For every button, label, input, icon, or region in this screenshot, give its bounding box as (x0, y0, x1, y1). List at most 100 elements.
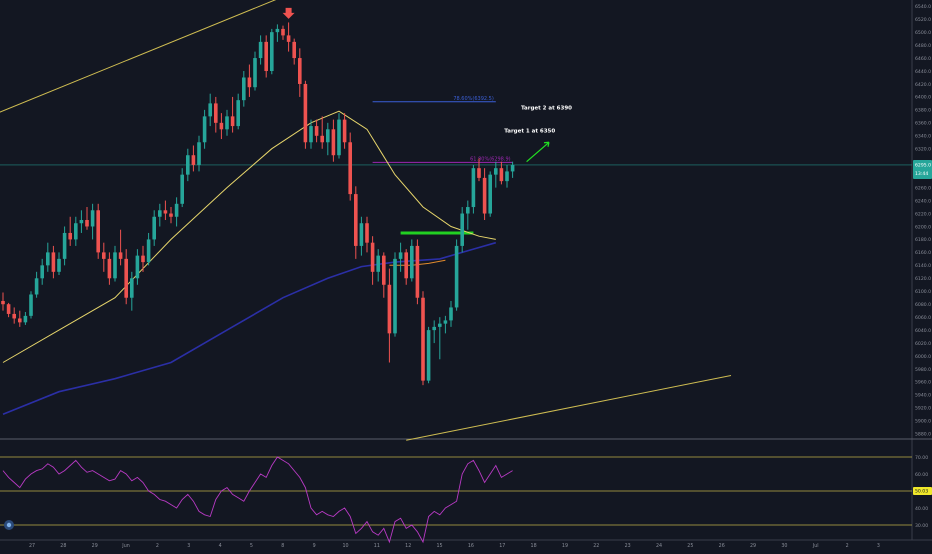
candle-body (331, 129, 336, 156)
candle-body (342, 119, 347, 143)
candle-body (370, 242, 375, 272)
candle-body (477, 168, 481, 178)
candle-body (326, 129, 330, 143)
price-tick-label: 6540.0 (915, 4, 931, 10)
candle-body (298, 58, 302, 84)
time-tick-label: Jun (121, 543, 130, 549)
candle-body (404, 252, 408, 279)
rsi-tick-label: 70.00 (915, 455, 928, 461)
time-tick-label: 2 (156, 543, 159, 549)
price-tick-label: 6200.0 (915, 224, 931, 230)
level-label-2: 61.80%(6298.9) (470, 156, 511, 162)
candle-body (242, 77, 246, 101)
candle-body (118, 252, 123, 259)
candle-body (169, 213, 173, 217)
candle-body (426, 330, 431, 381)
time-tick-label: 27 (29, 543, 35, 549)
sell-arrow-icon (282, 7, 295, 19)
moving-average-line-2 (2, 241, 497, 416)
price-tick-label: 5920.0 (915, 406, 931, 412)
annotation-text-1: Target 2 at 6390 (521, 106, 572, 112)
candle-body (258, 41, 263, 59)
price-tick-label: 6500.0 (915, 30, 931, 36)
price-tick-label: 6180.0 (915, 237, 931, 243)
candle-body (499, 168, 504, 182)
rsi-tick-label: 60.00 (915, 472, 928, 478)
candle-body (236, 100, 240, 127)
price-tick-label: 6320.0 (915, 147, 931, 153)
price-axis-background (912, 0, 932, 550)
candle-body (219, 122, 224, 130)
candle-body (23, 315, 28, 323)
price-tick-label: 6220.0 (915, 211, 931, 217)
candle-body (135, 255, 140, 279)
candle-body (225, 116, 229, 130)
candle-body (152, 216, 156, 240)
candle-body (309, 126, 313, 143)
time-tick-label: 29 (92, 543, 98, 549)
target-arrow-icon (526, 141, 550, 163)
time-tick-label: 23 (625, 543, 631, 549)
price-tick-label: 6420.0 (915, 82, 931, 88)
price-tick-label: 5980.0 (915, 367, 931, 373)
time-tick-label: 2 (846, 543, 849, 549)
candle-body (230, 116, 235, 127)
candle-body (191, 155, 196, 165)
candle-body (292, 41, 296, 59)
candle-body (466, 207, 470, 214)
candle-body (130, 278, 134, 298)
candle-body (18, 318, 22, 323)
annotation-text-2: Target 1 at 6350 (504, 128, 555, 134)
candle-body (202, 116, 207, 143)
candle-body (376, 255, 380, 272)
candle-body (365, 223, 369, 243)
candle-body (57, 258, 61, 272)
price-tick-label: 6360.0 (915, 121, 931, 127)
candle-body (96, 210, 100, 253)
candle-body (303, 83, 308, 143)
price-tick-label: 6020.0 (915, 341, 931, 347)
price-tick-label: 6120.0 (915, 276, 931, 282)
time-tick-label: 26 (719, 543, 725, 549)
candle-body (186, 155, 190, 175)
price-tick-label: 6060.0 (915, 315, 931, 321)
candle-body (253, 58, 257, 88)
time-tick-label: 15 (436, 543, 442, 549)
time-tick-label: 22 (593, 543, 599, 549)
time-tick-label: 19 (562, 543, 568, 549)
candle-body (197, 142, 201, 165)
last-price-tag (913, 159, 932, 179)
candle-body (482, 177, 487, 214)
rsi-tick-label: 40.00 (915, 506, 928, 512)
candle-body (438, 323, 442, 327)
candle-body (410, 245, 414, 279)
channel-line-2 (406, 374, 732, 441)
candle-body (432, 326, 436, 331)
candle-body (163, 210, 168, 214)
candle-body (286, 35, 291, 42)
level-label-1: 78.60%(6392.5) (453, 96, 494, 102)
candle-body (107, 258, 112, 279)
candle-body (79, 220, 84, 224)
price-tick-label: 6260.0 (915, 185, 931, 191)
indicator-settings-icon-center (6, 522, 12, 528)
rsi-current-label: 50.03 (915, 489, 928, 495)
time-tick-label: 4 (219, 543, 222, 549)
candle-body (320, 135, 324, 143)
time-tick-label: 5 (250, 543, 253, 549)
candle-body (510, 164, 515, 172)
candle-body (214, 103, 218, 123)
time-tick-label: 3 (187, 543, 190, 549)
price-tick-label: 6480.0 (915, 43, 931, 49)
time-tick-label: 28 (60, 543, 66, 549)
candle-body (281, 28, 285, 36)
last-price-label: 6295.0 (915, 162, 931, 168)
candle-body (6, 304, 11, 314)
candle-body (348, 142, 352, 195)
candle-body (421, 297, 425, 381)
target-arrow-head-icon (543, 141, 550, 147)
candle-body (180, 174, 184, 204)
